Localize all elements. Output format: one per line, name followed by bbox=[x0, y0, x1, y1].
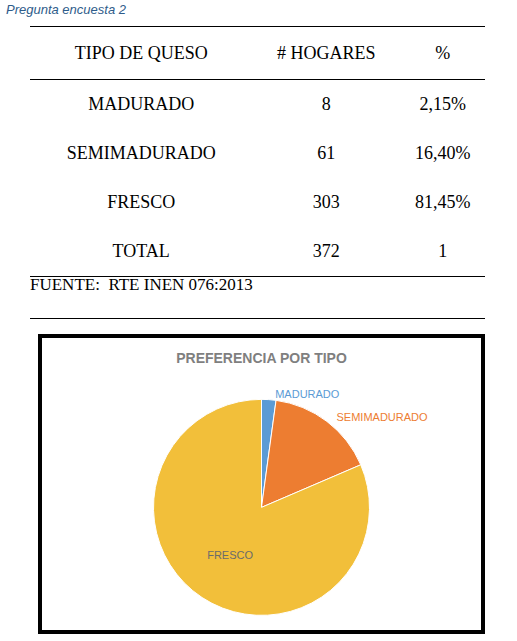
html-text:TOTAL: TOTAL bbox=[112, 241, 170, 261]
html-text:# HOGARES: # HOGARES bbox=[277, 42, 376, 63]
html-text:1: 1 bbox=[438, 241, 448, 261]
svg-text:FRESCO: FRESCO bbox=[207, 549, 253, 561]
html-text:TIPO DE QUESO: TIPO DE QUESO bbox=[74, 42, 208, 63]
html-text:FUENTE: RTE INEN 076:2013: FUENTE: RTE INEN 076:2013 bbox=[30, 275, 253, 294]
html-text:8: 8 bbox=[321, 94, 331, 114]
html-text:81,45%: 81,45% bbox=[414, 192, 471, 212]
html-text:Pregunta encuesta 2: Pregunta encuesta 2 bbox=[6, 2, 126, 17]
html-text:SEMIMADURADO: SEMIMADURADO bbox=[66, 143, 216, 163]
html-text:61: 61 bbox=[317, 143, 336, 163]
svg-text:MADURADO: MADURADO bbox=[275, 388, 340, 400]
svg-text:PREFERENCIA POR TIPO: PREFERENCIA POR TIPO bbox=[176, 350, 347, 366]
html-text:2,15%: 2,15% bbox=[419, 94, 466, 114]
html-text:FRESCO: FRESCO bbox=[107, 192, 176, 212]
html-text:16,40%: 16,40% bbox=[414, 143, 471, 163]
html-text:372: 372 bbox=[312, 241, 340, 261]
html-text:MADURADO: MADURADO bbox=[88, 94, 195, 114]
html-text:303: 303 bbox=[312, 192, 340, 212]
svg-text:SEMIMADURADO: SEMIMADURADO bbox=[337, 411, 429, 423]
